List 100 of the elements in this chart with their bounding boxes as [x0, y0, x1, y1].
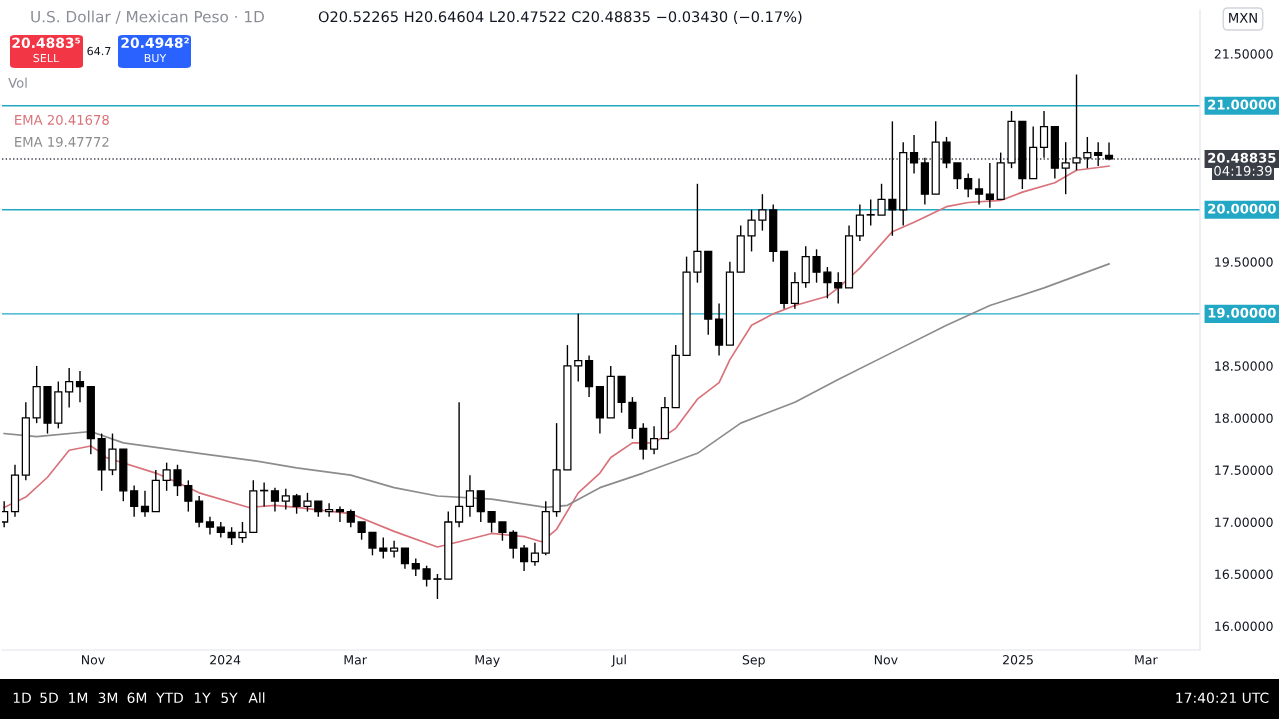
x-tick-label: Mar — [344, 655, 367, 665]
candlestick — [270, 486, 280, 513]
candlestick — [476, 490, 485, 523]
candlestick — [390, 540, 399, 559]
chart-subtitle: O20.52265 H20.64604 L20.47522 C20.48835 −0.03430 (−0.17%) — [318, 10, 802, 24]
x-tick-label: Mar — [1135, 655, 1158, 665]
ref-line-label: 20.48835 — [1208, 152, 1276, 163]
x-tick-label: Nov — [874, 655, 898, 665]
candlestick — [292, 493, 301, 515]
candlestick — [195, 495, 204, 528]
candlestick — [964, 172, 973, 199]
candlestick — [1104, 141, 1114, 162]
candlestick — [433, 573, 442, 600]
candlestick — [509, 529, 518, 560]
text: All — [248, 692, 265, 703]
y-tick-label: 17.00000 — [1215, 517, 1273, 527]
text: EMA 19.47772 — [15, 136, 109, 147]
ref-line-label: 20.00000 — [1208, 203, 1276, 214]
candlestick — [985, 162, 994, 209]
annotation: SELL — [33, 53, 60, 63]
candlestick — [530, 542, 540, 567]
annotation: BUY — [144, 53, 167, 63]
y-tick-label: 19.50000 — [1215, 257, 1273, 267]
candlestick — [790, 271, 799, 310]
candlestick — [974, 177, 984, 206]
x-tick-label: 2025 — [1003, 655, 1033, 665]
y-tick-label: 21.50000 — [1214, 49, 1273, 59]
x-tick-label: May — [475, 655, 500, 667]
annotation: Vol — [8, 77, 27, 88]
candlestick — [855, 203, 864, 242]
text: 1Y — [194, 692, 211, 703]
candlestick — [693, 183, 702, 284]
candlestick — [368, 531, 377, 556]
y-tick-label: 18.00000 — [1215, 413, 1273, 423]
candlestick — [173, 464, 182, 497]
text: EMA 20.41678 — [15, 114, 109, 125]
candlestick — [942, 136, 951, 169]
text: MXN — [1229, 13, 1257, 23]
candlestick — [1061, 141, 1070, 195]
candlestick — [834, 271, 843, 305]
text: 04:19:39 — [1214, 165, 1272, 176]
candlestick — [75, 370, 85, 404]
candlestick — [2, 500, 9, 528]
text: 1M — [69, 692, 88, 703]
candlestick — [465, 474, 475, 518]
x-tick-label: 2024 — [210, 655, 241, 665]
y-tick-label: 18.50000 — [1215, 361, 1273, 371]
candlestick — [162, 461, 171, 492]
text: 6M — [127, 692, 147, 704]
x-tick-label: Sep — [742, 655, 765, 667]
candlestick — [1094, 141, 1103, 167]
candlestick — [1039, 110, 1049, 159]
y-tick-label: 16.50000 — [1215, 569, 1273, 579]
candlestick — [238, 521, 247, 544]
candlestick — [812, 248, 821, 284]
text: 5D — [40, 692, 58, 704]
candlestick — [335, 505, 345, 523]
candlestick — [65, 367, 74, 409]
text: YTD — [156, 692, 184, 703]
candlestick — [422, 565, 431, 588]
candlestick — [487, 510, 496, 534]
candlestick — [877, 183, 886, 216]
candlestick — [747, 209, 756, 253]
x-tick-label: Nov — [82, 655, 105, 665]
candlestick — [888, 120, 897, 237]
annotation: 20.4883⁵ — [12, 37, 80, 49]
candlestick — [108, 432, 117, 476]
chart-title: U.S. Dollar / Mexican Peso · 1D — [31, 10, 264, 24]
candlestick — [325, 502, 334, 518]
text: 5Y — [221, 692, 238, 704]
y-tick-label: 16.00000 — [1215, 621, 1273, 631]
line-series — [3, 263, 1110, 509]
x-tick-label: Jul — [611, 654, 626, 667]
candlestick — [498, 521, 507, 542]
candlestick — [639, 422, 648, 461]
ref-line-label: 21.00000 — [1208, 99, 1276, 110]
line-series — [3, 165, 1110, 548]
text: 3M — [98, 692, 118, 704]
candlestick — [909, 134, 919, 175]
candlestick — [823, 266, 832, 299]
candlestick — [1083, 136, 1092, 169]
text: 1D — [13, 692, 31, 703]
y-tick-label: 17.50000 — [1215, 465, 1273, 475]
ref-line-label: 19.00000 — [1208, 307, 1276, 318]
candlestick — [140, 490, 150, 518]
candlestick — [400, 547, 410, 570]
candlestick — [574, 313, 583, 383]
candlestick — [281, 488, 290, 511]
candlestick — [953, 162, 962, 190]
candlestick — [520, 544, 529, 572]
candlestick — [303, 492, 312, 513]
candlestick — [649, 425, 659, 456]
candlestick — [130, 484, 139, 518]
candlestick — [758, 193, 767, 232]
candlestick — [866, 198, 875, 227]
candlestick — [379, 536, 388, 560]
candlestick — [184, 479, 193, 513]
candlestick — [455, 401, 464, 528]
text: 17:40:21 UTC — [1176, 692, 1269, 704]
annotation: 20.4948² — [121, 37, 189, 49]
